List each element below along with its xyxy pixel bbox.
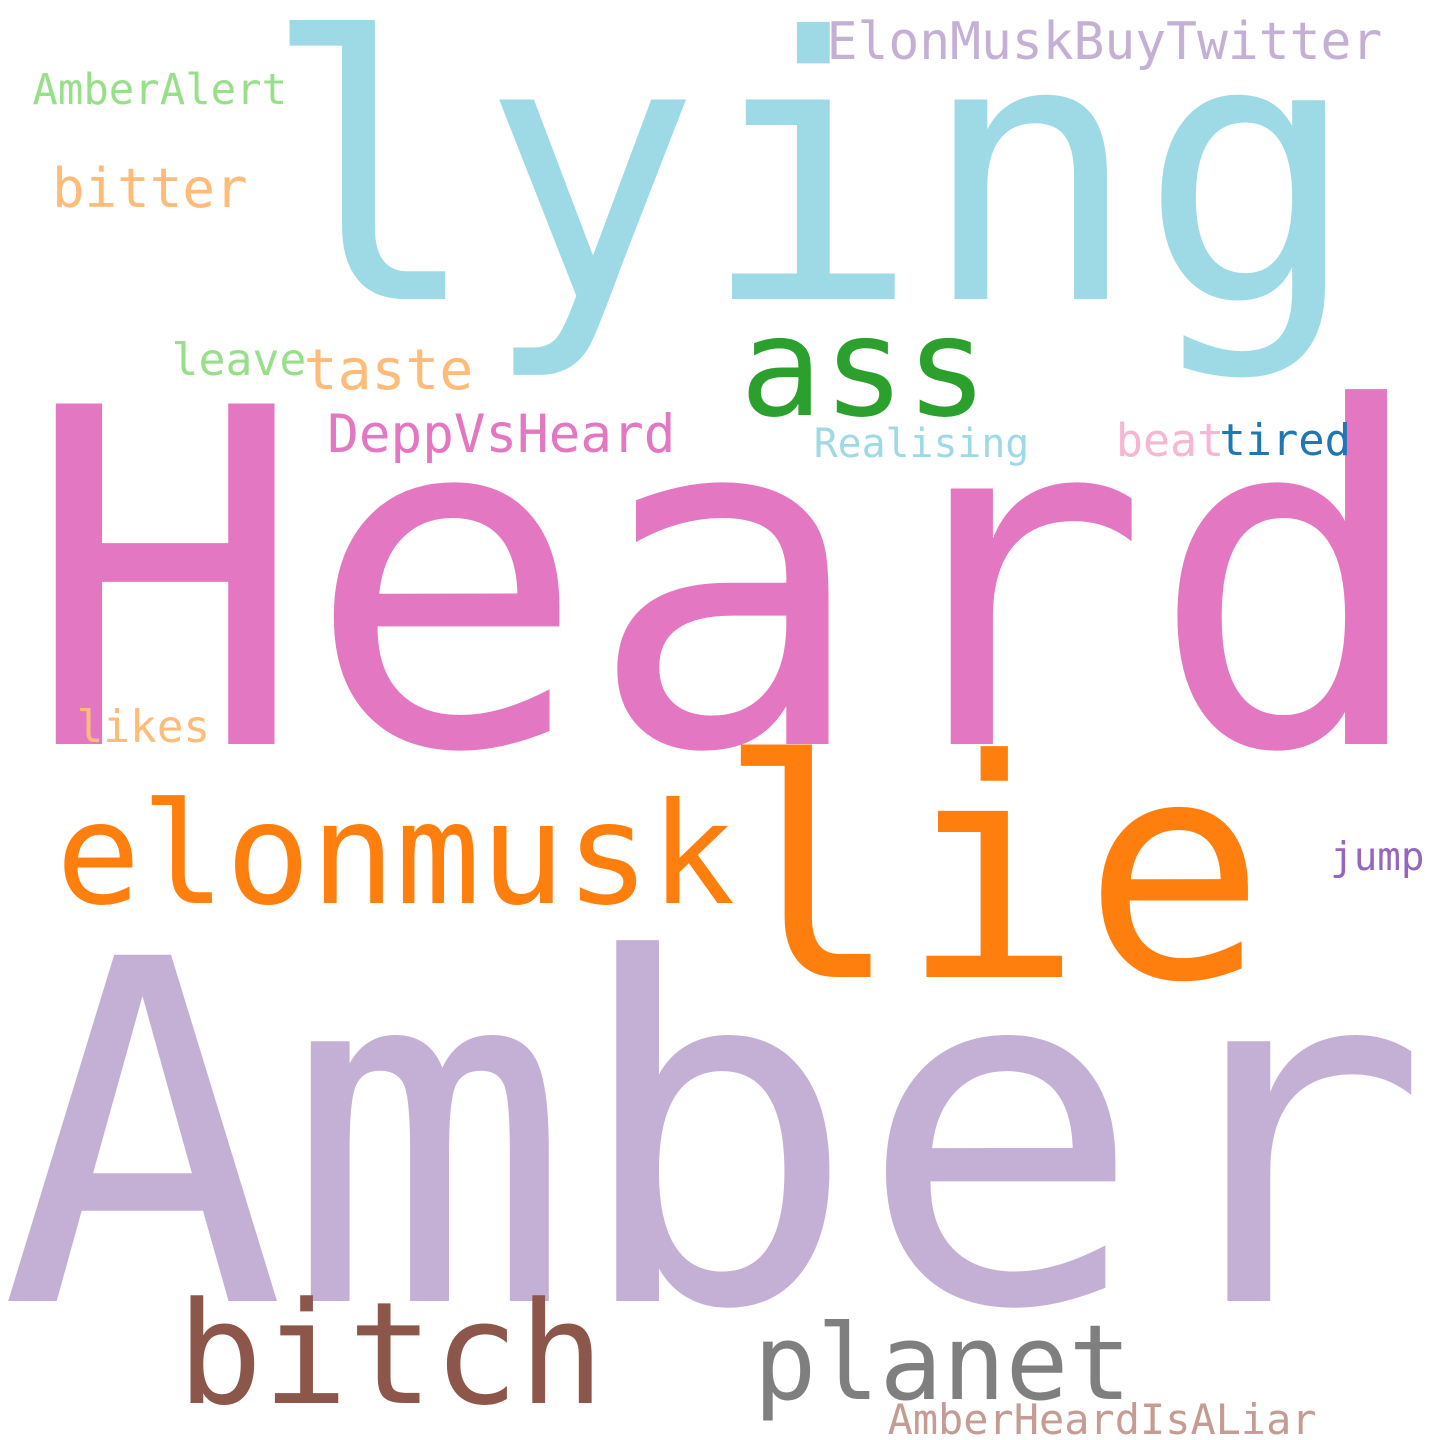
word-bitter: bitter <box>51 156 248 220</box>
word-bitch: bitch <box>177 1271 605 1437</box>
word-jump: jump <box>1330 835 1425 880</box>
word-tired: tired <box>1219 415 1351 466</box>
word-amberheardisaliar: AmberHeardIsALiar <box>887 1395 1317 1440</box>
word-taste: taste <box>303 337 474 403</box>
word-realising: Realising <box>813 420 1030 467</box>
word-beat: beat <box>1115 414 1225 467</box>
word-lying: lying <box>261 0 1359 386</box>
word-elonmusk: elonmusk <box>55 773 736 937</box>
word-lie: lie <box>717 695 1266 1050</box>
word-amberalert: AmberAlert <box>32 64 288 114</box>
word-elonmuskbuytwitter: ElonMuskBuyTwitter <box>826 12 1383 72</box>
word-heard: Heard <box>24 311 1431 856</box>
word-ass: ass <box>739 288 989 448</box>
word-amber: Amber <box>0 861 1430 1415</box>
word-deppvsheard: DeppVsHeard <box>327 403 676 465</box>
word-leave: leave <box>171 333 307 386</box>
word-likes: likes <box>76 701 211 753</box>
word-planet: planet <box>753 1301 1132 1424</box>
